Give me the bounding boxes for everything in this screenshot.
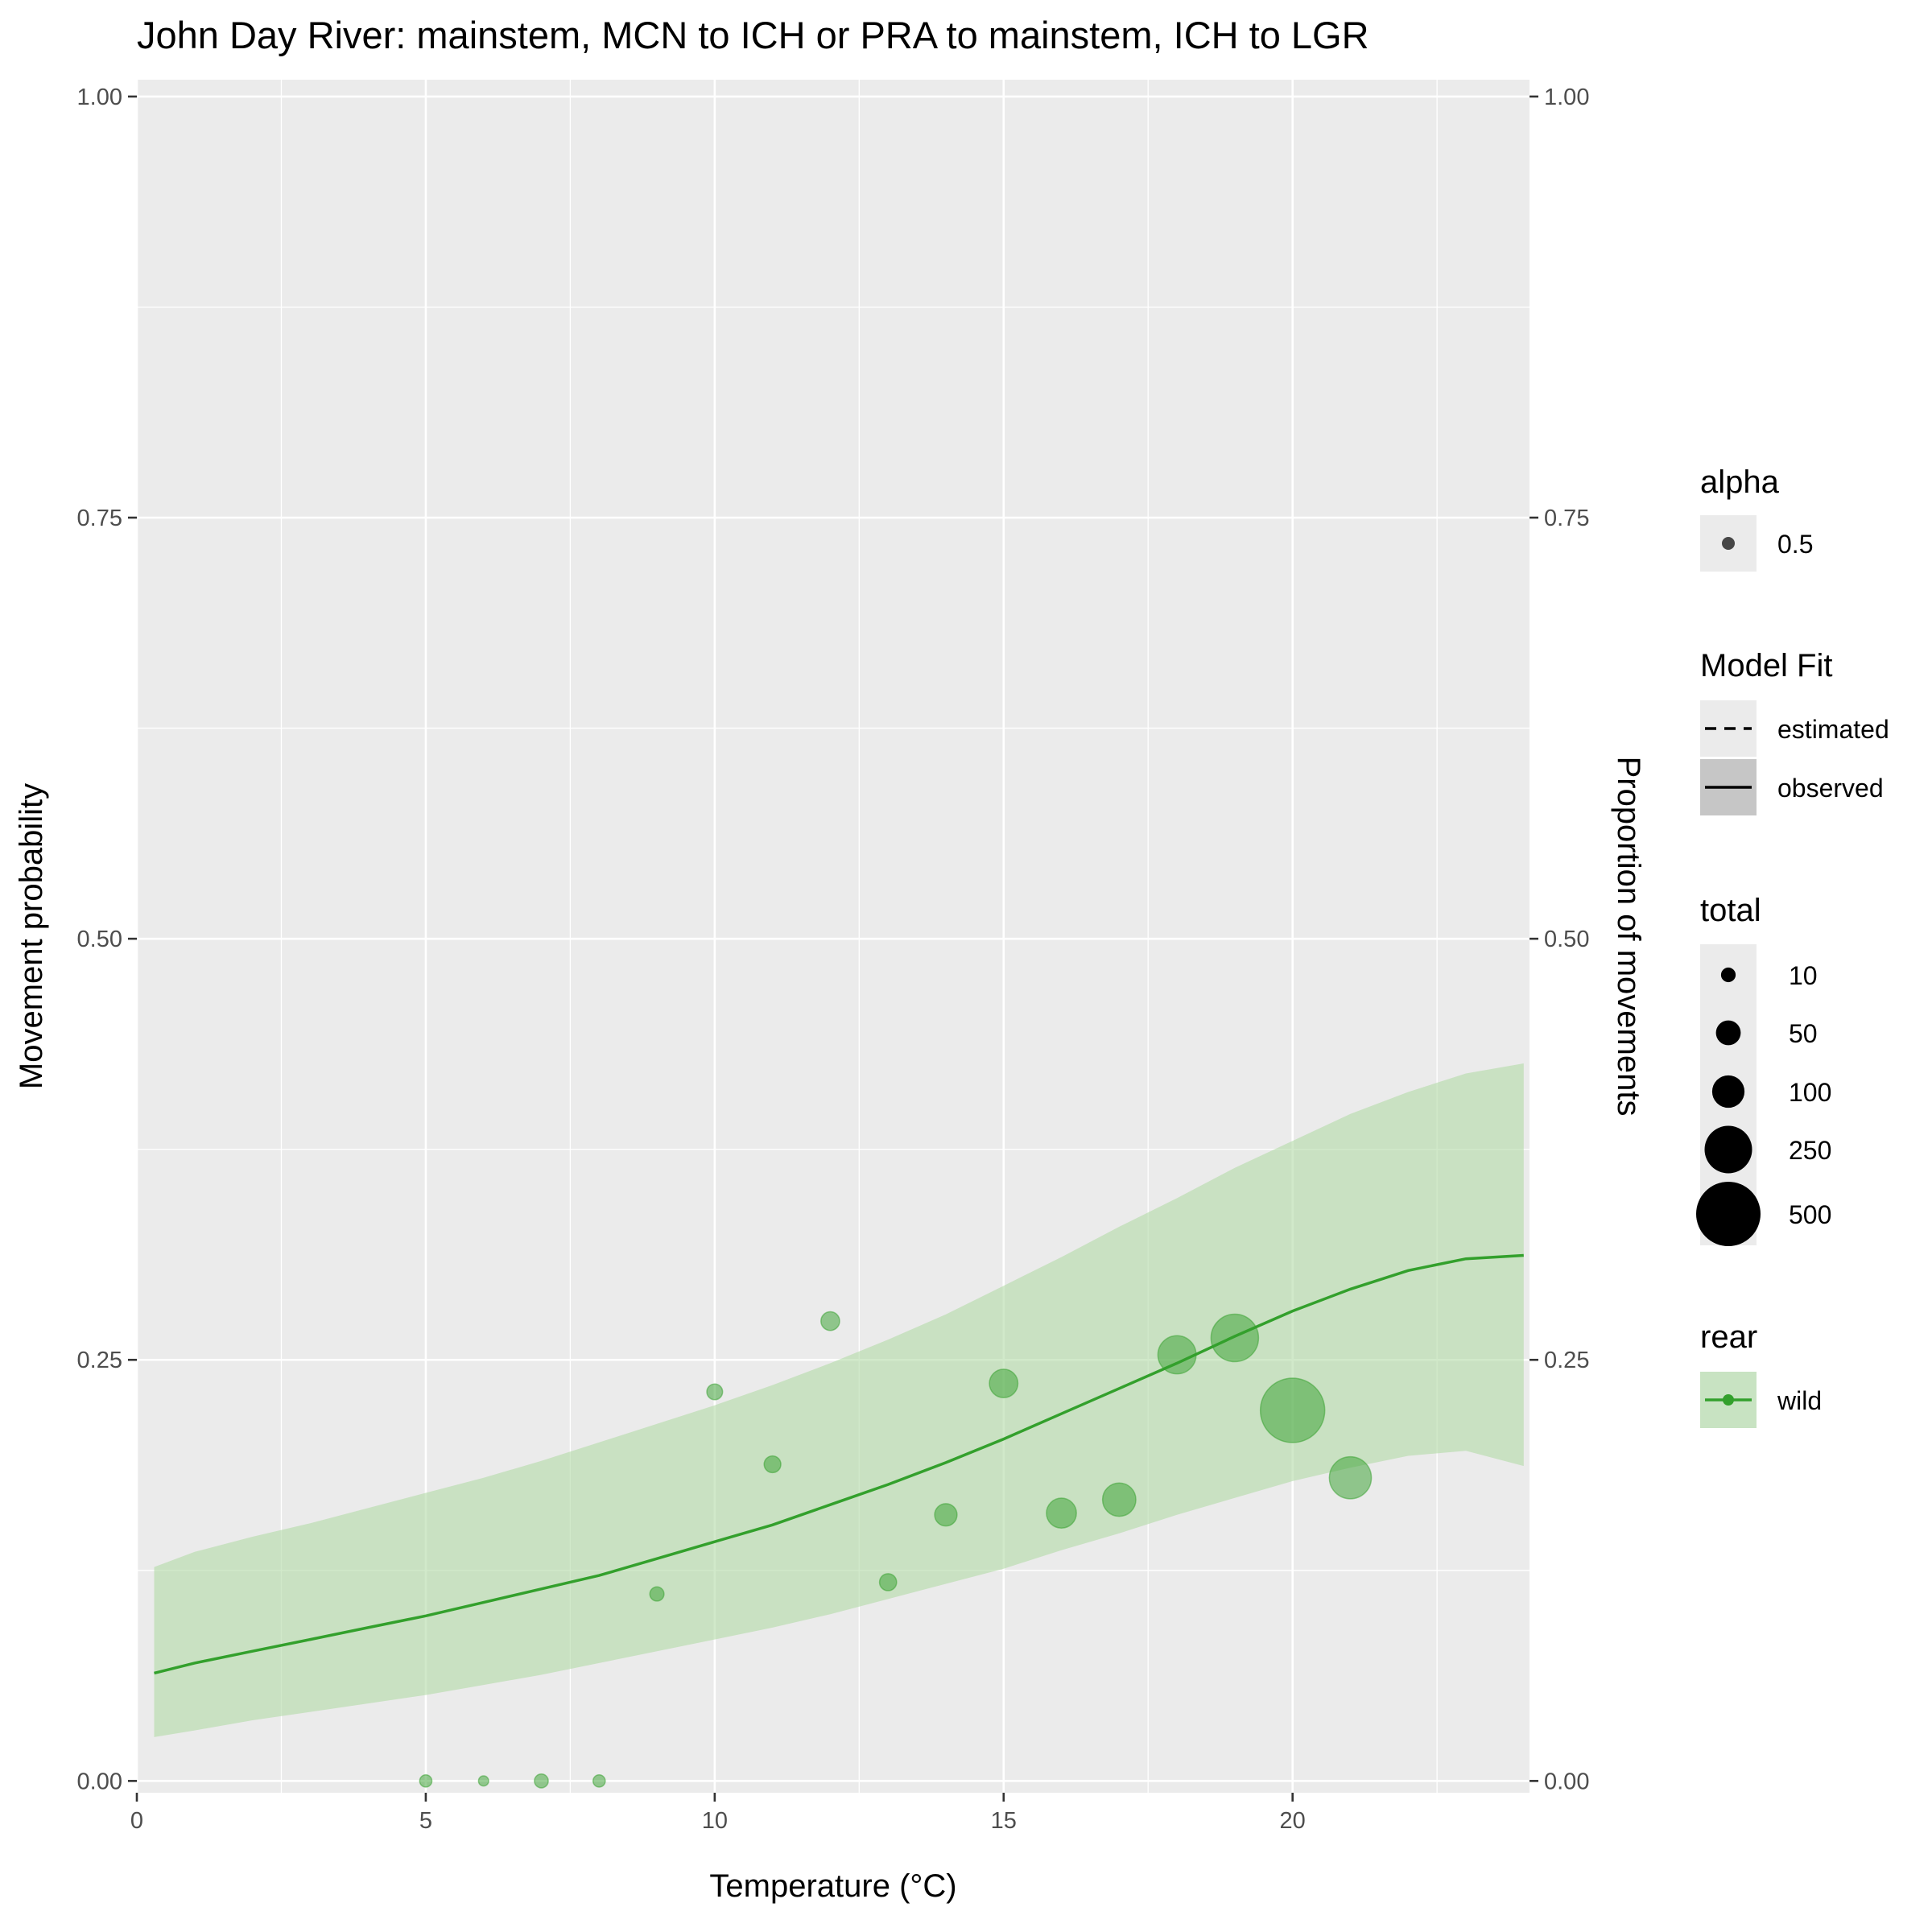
y-tick-label: 0.00	[77, 1769, 122, 1794]
legend-rear-point	[1723, 1394, 1734, 1406]
y-tick-label: 1.00	[77, 85, 122, 110]
legend: alpha 0.5 Model Fit estimated observed t…	[1696, 464, 1889, 1428]
data-point	[1046, 1497, 1077, 1530]
secondary-y-tick-label: 1.00	[1544, 85, 1589, 110]
model-fit-line-layer	[154, 1253, 1524, 1675]
legend-estimated-label: estimated	[1777, 715, 1889, 744]
legend-total-label: 100	[1789, 1078, 1831, 1107]
legend-model-fit-title: Model Fit	[1700, 648, 1833, 683]
data-point	[592, 1774, 606, 1788]
legend-total-label: 500	[1789, 1200, 1831, 1229]
x-tick-label: 0	[130, 1808, 143, 1834]
y-tick-label: 0.50	[77, 927, 122, 952]
legend-total-label: 250	[1789, 1136, 1831, 1165]
y-tick-label: 0.25	[77, 1348, 122, 1373]
data-point	[419, 1774, 433, 1788]
legend-total-title: total	[1700, 893, 1761, 928]
legend-observed-label: observed	[1777, 774, 1884, 803]
legend-total-swatch	[1720, 967, 1736, 983]
legend-rear-label: wild	[1777, 1386, 1822, 1415]
secondary-y-tick-label: 0.00	[1544, 1769, 1589, 1794]
x-tick-label: 10	[702, 1808, 728, 1834]
legend-total-label: 10	[1789, 961, 1818, 990]
data-point	[649, 1586, 665, 1602]
x-tick-label: 20	[1280, 1808, 1306, 1834]
y-tick-label: 0.75	[77, 506, 122, 531]
data-point	[989, 1368, 1019, 1398]
secondary-y-tick-label: 0.50	[1544, 927, 1589, 952]
legend-alpha-title: alpha	[1700, 464, 1780, 500]
data-point	[534, 1773, 549, 1789]
legend-alpha-swatch	[1722, 537, 1735, 550]
x-tick-label: 5	[419, 1808, 432, 1834]
secondary-y-tick-label: 0.75	[1544, 506, 1589, 531]
y-axis-title: Movement probability	[14, 783, 49, 1089]
data-points-layer	[419, 1311, 1373, 1789]
legend-total-label: 50	[1789, 1019, 1818, 1048]
data-point	[763, 1455, 782, 1474]
model-fit-line	[154, 1253, 1524, 1675]
chart-title: John Day River: mainstem, MCN to ICH or …	[137, 14, 1369, 56]
legend-total-items: 10 50 100 250 500	[1696, 961, 1831, 1246]
confidence-band-layer	[154, 1063, 1524, 1737]
data-point	[706, 1383, 724, 1401]
confidence-band	[154, 1063, 1524, 1737]
legend-alpha-label: 0.5	[1777, 530, 1813, 559]
legend-rear-title: rear	[1700, 1319, 1757, 1355]
data-point	[820, 1311, 840, 1331]
data-point	[1259, 1377, 1326, 1443]
data-point	[934, 1503, 958, 1527]
legend-total-swatch	[1696, 1182, 1761, 1246]
secondary-y-axis-title: Proportion of movements	[1611, 757, 1646, 1117]
data-point	[878, 1573, 898, 1591]
data-point	[1328, 1455, 1373, 1500]
data-point	[1210, 1313, 1260, 1363]
legend-total-swatch	[1704, 1125, 1752, 1174]
legend-total-swatch	[1711, 1075, 1745, 1108]
secondary-y-tick-label: 0.25	[1544, 1348, 1589, 1373]
data-point	[1101, 1482, 1137, 1517]
x-tick-label: 15	[991, 1808, 1017, 1834]
axes: 0 5 10 15 20 0.00 0.00 0.25 0.25 0.50 0.50 0.75 0.75…	[77, 85, 1590, 1834]
legend-total-swatch	[1715, 1020, 1741, 1046]
data-point	[1157, 1335, 1197, 1375]
x-axis-title: Temperature (°C)	[709, 1868, 956, 1904]
data-point	[477, 1775, 489, 1787]
